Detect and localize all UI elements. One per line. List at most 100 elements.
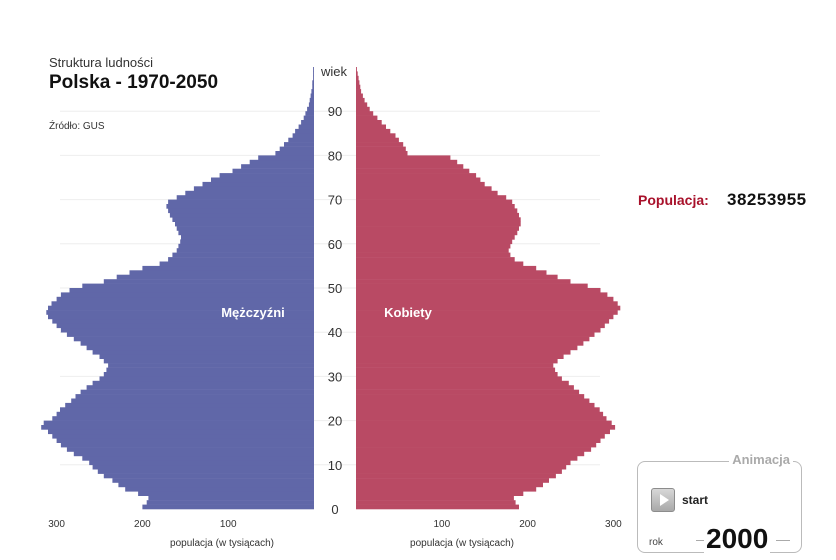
female-bar-age-26: [356, 389, 580, 395]
male-bar-age-83: [288, 137, 314, 143]
female-bar-age-88: [356, 115, 378, 121]
female-bar-age-83: [356, 137, 399, 143]
male-bar-age-58: [176, 248, 314, 253]
male-bar-age-1: [146, 500, 314, 505]
female-bar-age-11: [356, 456, 578, 461]
female-bar-age-82: [356, 142, 404, 147]
female-bar-age-49: [356, 288, 601, 293]
male-bar-age-28: [92, 380, 314, 386]
female-bar-age-31: [356, 367, 556, 373]
female-bar-age-67: [356, 208, 518, 214]
female-bar-age-10: [356, 460, 571, 466]
female-bar-age-56: [356, 257, 515, 262]
male-bar-age-40: [60, 327, 315, 333]
female-bar-age-81: [356, 146, 406, 152]
male-bar-age-37: [80, 341, 314, 346]
male-bar-age-64: [175, 221, 314, 227]
male-bar-age-69: [168, 199, 314, 205]
female-bar-age-24: [356, 398, 590, 404]
female-bar-age-94: [356, 89, 362, 94]
female-bar-age-6: [356, 478, 549, 483]
male-bar-age-93: [310, 93, 314, 99]
age-tick-50: 50: [328, 281, 342, 296]
male-bar-age-26: [80, 389, 314, 395]
age-tick-10: 10: [328, 458, 342, 473]
female-bar-age-5: [356, 482, 543, 488]
male-bar-age-22: [60, 407, 314, 412]
female-bar-age-78: [356, 159, 458, 165]
male-bar-age-29: [99, 376, 314, 382]
x-axis-label-right: populacja (w tysiącach): [410, 538, 514, 549]
female-bar-age-98: [356, 71, 358, 77]
male-bar-age-16: [52, 433, 315, 439]
male-bar-age-41: [56, 323, 314, 329]
female-bar-age-75: [356, 173, 477, 178]
female-bar-age-99: [356, 67, 357, 72]
male-bar-age-74: [211, 177, 314, 183]
male-bar-age-34: [99, 354, 314, 359]
male-bar-age-56: [168, 257, 314, 262]
year-divider-right: [776, 540, 790, 541]
female-bar-age-3: [356, 491, 524, 496]
male-bar-age-68: [166, 204, 314, 209]
female-bar-age-73: [356, 181, 485, 187]
play-button[interactable]: [651, 488, 675, 512]
male-bar-age-32: [108, 363, 314, 368]
x-axis-ticks: 300 300 200 200 100 100: [48, 519, 622, 530]
female-bar-age-95: [356, 84, 361, 90]
male-bar-age-43: [48, 314, 314, 320]
female-bar-age-65: [356, 217, 521, 222]
female-bar-age-17: [356, 429, 610, 435]
female-bar-age-20: [356, 416, 607, 421]
female-bar-age-27: [356, 385, 574, 390]
female-bar-age-72: [356, 186, 492, 191]
male-bar-age-87: [301, 120, 314, 125]
female-bar-age-46: [356, 301, 618, 306]
female-bar-age-19: [356, 420, 612, 426]
male-bar-age-77: [241, 164, 314, 169]
female-bar-age-89: [356, 111, 374, 116]
female-bar-age-16: [356, 433, 605, 439]
age-tick-0: 0: [331, 502, 338, 517]
x-tick-right-100: 100: [433, 519, 450, 530]
male-bar-age-9: [92, 464, 314, 470]
female-bar-age-1: [356, 500, 516, 505]
male-bar-age-79: [258, 155, 314, 161]
male-bar-age-38: [73, 336, 314, 342]
age-tick-60: 60: [328, 237, 342, 252]
female-bar-age-22: [356, 407, 600, 412]
start-button-label[interactable]: start: [682, 493, 709, 507]
female-bar-age-48: [356, 292, 608, 298]
male-bar-age-23: [65, 402, 314, 408]
population-label: Populacja:: [638, 192, 709, 208]
year-label: rok: [649, 537, 663, 548]
female-bar-age-68: [356, 204, 515, 209]
female-bar-age-62: [356, 230, 518, 236]
x-tick-left-200: 200: [134, 519, 151, 530]
male-bar-age-61: [181, 235, 314, 240]
male-bar-age-42: [52, 318, 315, 324]
male-bar-age-8: [97, 469, 314, 474]
male-bar-age-96: [312, 80, 314, 85]
play-icon: [660, 494, 669, 506]
male-bar-age-66: [169, 212, 314, 218]
female-bar-age-51: [356, 279, 571, 284]
female-bar-age-80: [356, 151, 408, 156]
female-bar-age-69: [356, 199, 513, 205]
female-bar-age-96: [356, 80, 360, 85]
age-tick-80: 80: [328, 148, 342, 163]
female-bar-age-9: [356, 464, 567, 470]
male-bar-age-36: [86, 345, 314, 351]
female-bar-age-54: [356, 265, 537, 271]
female-bar-age-44: [356, 310, 618, 315]
female-bar-age-18: [356, 425, 616, 430]
male-bar-age-0: [142, 504, 314, 510]
age-tick-90: 90: [328, 104, 342, 119]
male-bar-age-72: [193, 186, 314, 191]
female-bar-age-71: [356, 190, 498, 196]
male-bar-age-44: [46, 310, 315, 315]
x-tick-left-100: 100: [220, 519, 237, 530]
female-bar-age-37: [356, 341, 584, 346]
male-bar-age-2: [148, 495, 314, 501]
